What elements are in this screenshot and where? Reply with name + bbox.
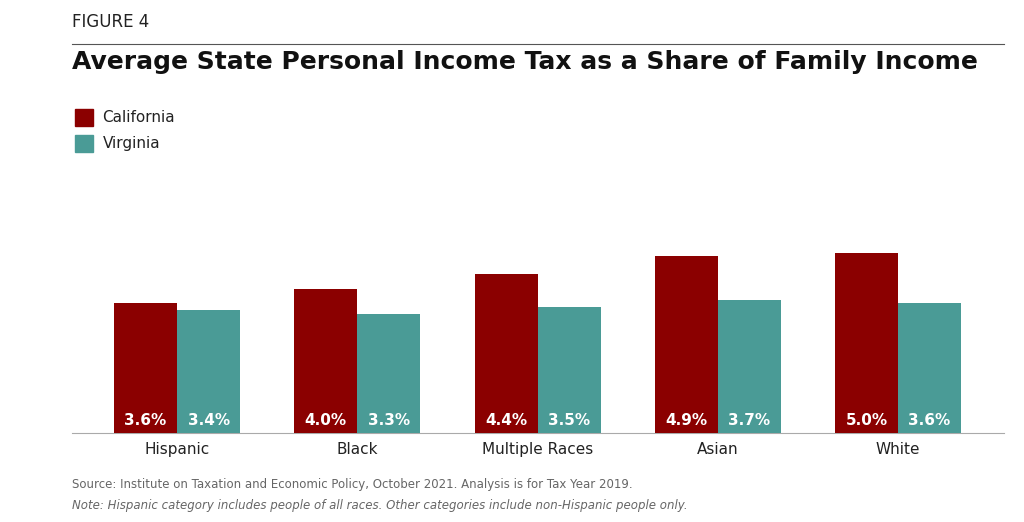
Bar [898, 303, 962, 433]
Text: 4.9%: 4.9% [666, 413, 708, 428]
Text: 3.3%: 3.3% [368, 413, 410, 428]
Text: Source: Institute on Taxation and Economic Policy, October 2021. Analysis is for: Source: Institute on Taxation and Econom… [72, 478, 632, 491]
Bar [835, 253, 898, 433]
Text: 3.4%: 3.4% [187, 413, 229, 428]
Bar [718, 300, 781, 433]
Text: Note: Hispanic category includes people of all races. Other categories include n: Note: Hispanic category includes people … [72, 499, 687, 512]
Text: 3.7%: 3.7% [728, 413, 770, 428]
Text: Virginia: Virginia [102, 136, 160, 151]
Bar [177, 311, 241, 433]
Text: 3.5%: 3.5% [548, 413, 590, 428]
Bar [538, 307, 601, 433]
Bar [357, 314, 421, 433]
Text: 3.6%: 3.6% [908, 413, 950, 428]
Text: 5.0%: 5.0% [846, 413, 888, 428]
Text: 4.0%: 4.0% [305, 413, 347, 428]
Text: California: California [102, 110, 175, 125]
Bar [294, 289, 357, 433]
Bar [654, 256, 718, 433]
Text: FIGURE 4: FIGURE 4 [72, 13, 148, 31]
Text: Average State Personal Income Tax as a Share of Family Income: Average State Personal Income Tax as a S… [72, 50, 978, 74]
Bar [114, 303, 177, 433]
Bar [474, 274, 538, 433]
Text: 3.6%: 3.6% [125, 413, 167, 428]
Text: 4.4%: 4.4% [485, 413, 527, 428]
